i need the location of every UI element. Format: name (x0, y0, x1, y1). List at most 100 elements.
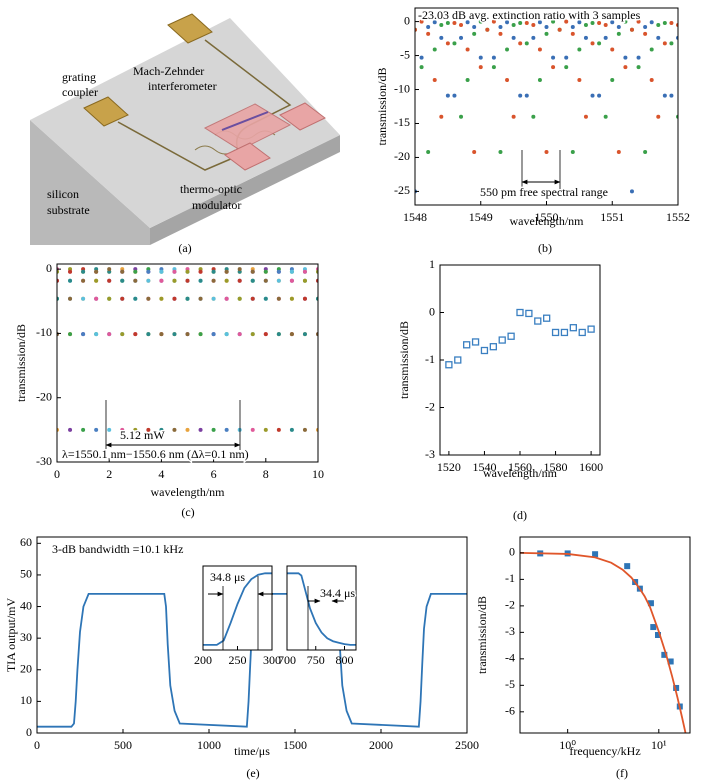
data-point (489, 343, 497, 351)
data-point (289, 278, 294, 283)
data-point (544, 150, 549, 155)
plot-area (415, 19, 678, 194)
data-point (250, 296, 255, 301)
data-point (570, 25, 575, 30)
data-point (597, 20, 602, 25)
x-tick-label: 1551 (600, 210, 624, 224)
plot-area (287, 572, 356, 646)
data-point (68, 332, 73, 337)
y-tick-label: 60 (20, 535, 32, 549)
data-point (263, 278, 268, 283)
data-point (68, 278, 73, 283)
data-point (564, 55, 569, 60)
x-tick-label: 6 (211, 467, 217, 481)
data-point (94, 269, 99, 274)
y-axis-label: transmission/dB (397, 321, 411, 399)
data-point (276, 269, 281, 274)
data-point (636, 55, 641, 60)
data-point (587, 325, 595, 333)
data-point (107, 296, 112, 301)
x-tick-label: 8 (263, 467, 269, 481)
data-point (419, 19, 424, 24)
data-point (237, 267, 242, 272)
annotation: 550 pm free spectral range (480, 185, 608, 199)
data-point (498, 31, 503, 36)
data-point (465, 47, 470, 52)
data-point (81, 296, 86, 301)
y-tick-label: 40 (20, 598, 32, 612)
data-point (211, 332, 216, 337)
x-tick-label: 1600 (579, 460, 603, 474)
y-tick-label: -20 (394, 149, 410, 163)
x-tick-label: 1550 (535, 210, 559, 224)
data-point (419, 55, 424, 60)
data-point (656, 35, 661, 40)
data-point (263, 296, 268, 301)
x-tick-label: 2500 (455, 738, 479, 752)
y-tick-label: -2 (505, 598, 515, 612)
y-tick-label: -30 (36, 454, 52, 468)
data-point (518, 41, 523, 46)
annotation: 3-dB bandwidth =10.1 kHz (52, 542, 183, 556)
data-point (68, 296, 73, 301)
x-tick-label: 1580 (544, 460, 568, 474)
data-point (452, 41, 457, 46)
data-point (120, 269, 125, 274)
data-point (597, 41, 602, 46)
data-point (120, 296, 125, 301)
data-point (302, 296, 307, 301)
data-point (94, 296, 99, 301)
data-point (432, 47, 437, 52)
data-point (518, 93, 523, 98)
data-point (465, 20, 470, 25)
data-point (485, 189, 490, 194)
y-tick-label: 0 (509, 545, 515, 559)
data-point (662, 41, 667, 46)
data-point (146, 427, 151, 432)
data-point (478, 65, 483, 70)
plot-background (520, 537, 690, 733)
x-tick-label: 200 (194, 653, 212, 667)
data-point (647, 600, 654, 607)
data-point (577, 78, 582, 83)
heater-pad (224, 142, 271, 171)
data-point (654, 632, 661, 638)
data-point (531, 22, 536, 27)
y-axis-label: TIA output/mV (4, 598, 18, 673)
plot-frame (286, 565, 357, 651)
data-point (107, 267, 112, 272)
data-point (276, 278, 281, 283)
annotation: -23.03 dB avg. extinction ratio with 3 s… (418, 8, 641, 22)
x-tick-label: 1560 (508, 460, 532, 474)
data-point (569, 324, 577, 332)
data-point (661, 651, 668, 658)
data-point (505, 20, 510, 25)
data-point (185, 278, 190, 283)
data-point (68, 269, 73, 274)
data-point (81, 278, 86, 283)
data-point (577, 47, 582, 52)
annotation: λ=1550.1 nm−1550.6 nm (Δλ=0.1 nm) (62, 447, 249, 461)
x-axis-label: wavelength/nm (151, 485, 226, 499)
data-point (564, 19, 569, 24)
data-point (649, 78, 654, 83)
x-tick-label: 10 (312, 467, 324, 481)
data-point (491, 55, 496, 60)
data-point (472, 150, 477, 155)
data-point (172, 427, 177, 432)
data-point (662, 20, 667, 25)
data-point (649, 20, 654, 25)
diagram-label: grating (62, 70, 96, 84)
data-point (518, 20, 523, 25)
data-point (107, 427, 112, 432)
grating-pad (83, 96, 129, 127)
data-point (667, 658, 674, 665)
data-point (636, 65, 641, 70)
data-point (511, 114, 516, 119)
data-point (276, 296, 281, 301)
x-tick-label: 700 (278, 653, 296, 667)
plot-background (415, 8, 678, 205)
data-point (198, 332, 203, 337)
annotation: 34.4 μs (320, 586, 355, 600)
